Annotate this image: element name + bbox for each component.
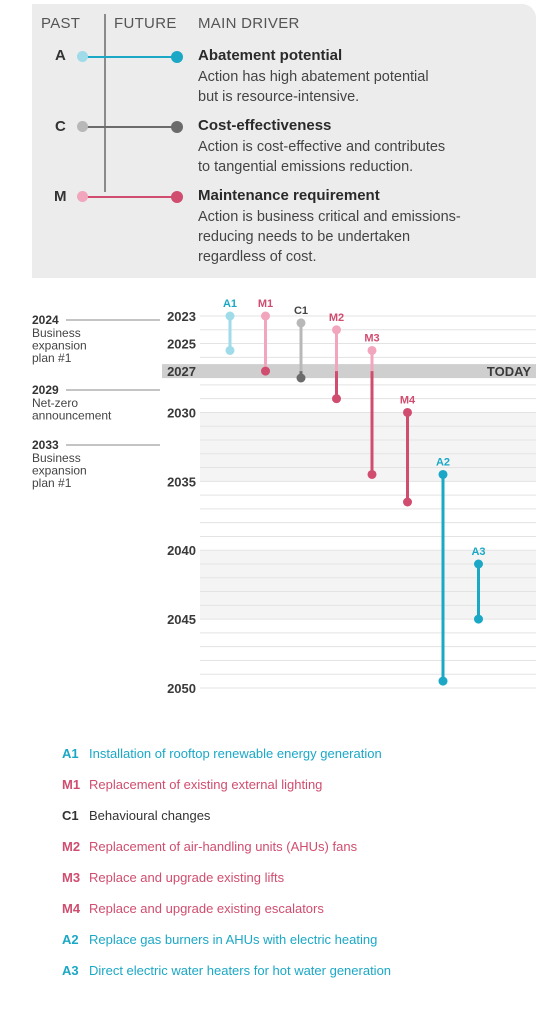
year-band [200, 481, 536, 551]
driver-c-letter: C [55, 118, 66, 135]
action-timeline: TODAY 2023 2025 2027 2030 2035 2040 2045 2050 202… [32, 298, 536, 696]
footnote-item: M1 Replacement of existing external light… [62, 777, 322, 792]
milestone-text: Net-zero [32, 396, 78, 410]
action-end-dot [438, 676, 448, 686]
driver-c-future-dot [171, 121, 183, 133]
year-band [200, 550, 536, 620]
driver-c-description: Action is cost-effective and contributes… [198, 139, 446, 175]
year-band [200, 412, 536, 482]
milestone-text: Business [32, 326, 81, 340]
action-code-label: A3 [471, 546, 485, 558]
year-label: 2025 [167, 337, 196, 352]
footnote-item: A3 Direct electric water heaters for hot … [62, 963, 391, 978]
action-start-dot [261, 311, 270, 321]
year-band [200, 619, 536, 688]
footnote-item: M4 Replace and upgrade existing escalator… [62, 901, 324, 916]
footnote-code: A1 [62, 746, 79, 761]
header-future: FUTURE [114, 15, 177, 32]
action-code-label: A1 [223, 298, 237, 310]
footnote-text: Installation of rooftop renewable energy… [89, 746, 382, 761]
action-start-dot [403, 407, 412, 417]
year-label: 2040 [167, 543, 196, 558]
action-code-label: M1 [258, 298, 273, 310]
footnote-code: M4 [62, 901, 81, 916]
footnote-code: M2 [62, 839, 81, 854]
year-label: 2027 [167, 364, 196, 379]
driver-m-past-dot [77, 191, 88, 202]
action-end-dot [296, 373, 306, 383]
footnote-code: C1 [62, 808, 79, 823]
today-band [162, 364, 536, 379]
action-code-label: M2 [329, 312, 344, 324]
milestone-year: 2024 [32, 313, 59, 327]
driver-m-letter: M [54, 188, 67, 205]
action-end-dot [367, 469, 377, 479]
footnote-code: A2 [62, 932, 79, 947]
footnote-text: Replacement of air-handling units (AHUs)… [89, 839, 358, 854]
driver-m-title: Maintenance requirement [198, 187, 380, 204]
milestone-text: expansion [32, 464, 87, 478]
driver-a-line [82, 56, 176, 58]
header-main-driver: MAIN DRIVER [198, 15, 300, 32]
milestone-year: 2033 [32, 438, 59, 452]
action-code-label: M3 [364, 332, 379, 344]
today-label: TODAY [487, 364, 531, 379]
year-label: 2030 [167, 405, 196, 420]
driver-a-title: Abatement potential [198, 47, 343, 64]
footnote-text: Replace and upgrade existing lifts [89, 870, 285, 885]
header-past: PAST [41, 15, 81, 32]
year-label: 2045 [167, 612, 196, 627]
milestone-text: plan #1 [32, 476, 72, 490]
footnote-text: Replacement of existing external lightin… [89, 777, 323, 792]
past-future-divider [104, 14, 106, 192]
driver-legend-panel: PAST FUTURE MAIN DRIVER A Abatement pote… [32, 4, 536, 278]
footnote-text: Replace and upgrade existing escalators [89, 901, 324, 916]
driver-a-description: Action has high abatement potential but i… [198, 69, 429, 105]
action-end-dot [225, 345, 235, 355]
action-end-dot [403, 497, 412, 507]
footnote-code: A3 [62, 963, 79, 978]
milestone-year: 2029 [32, 383, 59, 397]
footnote-item: A2 Replace gas burners in AHUs with elect… [62, 932, 377, 947]
footnote-item: A1 Installation of rooftop renewable ener… [62, 746, 382, 761]
action-start-dot [332, 325, 341, 335]
year-label: 2050 [167, 681, 196, 696]
action-start-dot [438, 469, 448, 479]
action-start-dot [225, 311, 235, 321]
driver-c-line [82, 126, 176, 128]
milestone-text: announcement [32, 409, 112, 423]
action-end-dot [332, 394, 341, 404]
footnote-code: M3 [62, 870, 81, 885]
milestone-text: plan #1 [32, 351, 72, 365]
footnote-item: C1 Behavioural changes [62, 808, 210, 823]
action-code-label: C1 [294, 305, 308, 317]
action-start-dot [367, 345, 377, 355]
footnote-item: M3 Replace and upgrade existing lifts [62, 870, 284, 885]
year-label: 2035 [167, 474, 196, 489]
milestone-text: expansion [32, 339, 87, 353]
footnote-text: Behavioural changes [89, 808, 211, 823]
action-code-label: M4 [400, 394, 416, 406]
driver-a-future-dot [171, 51, 183, 63]
driver-m-description: Action is business critical and emission… [198, 209, 461, 265]
action-end-dot [261, 366, 270, 376]
driver-m-line [82, 196, 176, 198]
driver-a-letter: A [55, 47, 66, 64]
footnote-item: M2 Replacement of air-handling units (AHU… [62, 839, 357, 854]
year-label: 2023 [167, 309, 196, 324]
footnote-code: M1 [62, 777, 81, 792]
driver-c-title: Cost-effectiveness [198, 117, 332, 134]
footnote-text: Direct electric water heaters for hot wa… [89, 963, 392, 978]
action-code-label: A2 [436, 456, 450, 468]
action-start-dot [474, 559, 483, 569]
action-start-dot [296, 318, 306, 328]
driver-c-past-dot [77, 121, 88, 132]
driver-m-future-dot [171, 191, 183, 203]
action-end-dot [474, 614, 483, 624]
footnote-text: Replace gas burners in AHUs with electri… [89, 932, 378, 947]
driver-a-past-dot [77, 51, 88, 62]
milestone-text: Business [32, 451, 81, 465]
